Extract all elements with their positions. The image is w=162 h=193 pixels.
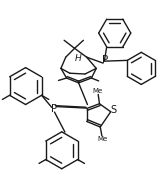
Text: Me: Me (97, 136, 107, 142)
Text: H: H (75, 54, 82, 63)
Text: S: S (110, 105, 116, 115)
Text: P: P (102, 55, 108, 65)
Text: P: P (51, 104, 57, 114)
Text: Me: Me (93, 88, 103, 94)
